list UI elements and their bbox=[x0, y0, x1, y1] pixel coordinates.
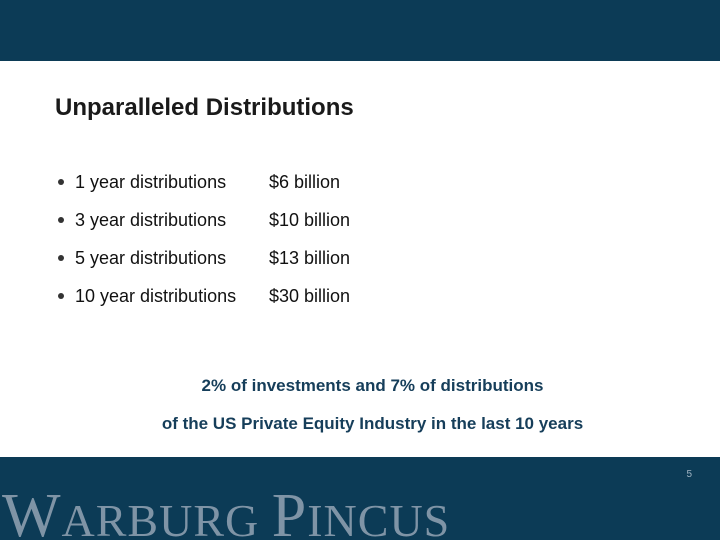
bullet-icon bbox=[58, 179, 64, 185]
list-item: 10 year distributions $30 billion bbox=[55, 277, 475, 315]
item-label: 3 year distributions bbox=[75, 209, 227, 230]
page-number: 5 bbox=[686, 469, 692, 480]
distribution-list: 1 year distributions $6 billion 3 year d… bbox=[55, 163, 475, 315]
item-value: $30 billion bbox=[269, 285, 351, 306]
list-item: 5 year distributions $13 billion bbox=[55, 239, 475, 277]
bullet-icon bbox=[58, 255, 64, 261]
callout-line-2: of the US Private Equity Industry in the… bbox=[161, 414, 584, 433]
item-value: $10 billion bbox=[269, 209, 351, 230]
header-band bbox=[0, 0, 720, 61]
bullet-icon bbox=[58, 293, 64, 299]
list-item: 1 year distributions $6 billion bbox=[55, 163, 475, 201]
slide-title: Unparalleled Distributions bbox=[55, 94, 354, 121]
bullet-icon bbox=[58, 217, 64, 223]
list-item: 3 year distributions $10 billion bbox=[55, 201, 475, 239]
company-logo: WARBURG PINCUS bbox=[2, 482, 451, 540]
item-label: 10 year distributions bbox=[75, 285, 237, 306]
item-label: 5 year distributions bbox=[75, 247, 227, 268]
item-value: $6 billion bbox=[269, 171, 341, 192]
callout-line-1: 2% of investments and 7% of distribution… bbox=[201, 376, 544, 395]
item-value: $13 billion bbox=[269, 247, 351, 268]
footer-band: 5 WARBURG PINCUS bbox=[0, 457, 720, 540]
item-label: 1 year distributions bbox=[75, 171, 227, 192]
